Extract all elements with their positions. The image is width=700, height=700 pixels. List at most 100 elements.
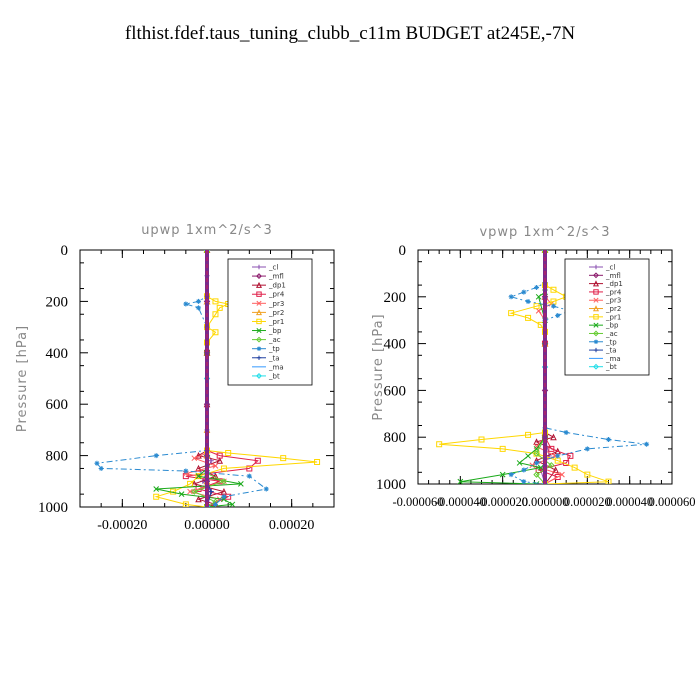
series-line-tp [95,250,268,507]
legend-entry-label: _ma [268,363,284,371]
legend-entry-label: _ac [268,336,281,344]
legend-swatch-marker [256,318,262,325]
series-point-tp [584,446,590,452]
legend-swatch-marker [593,289,599,295]
legend-swatch-marker [593,363,599,370]
series-point-tp [183,468,189,474]
legend-entry-label: _pr2 [605,305,621,313]
series-point-ac [191,488,198,495]
legend-swatch-marker [256,300,262,306]
legend-entry-label: _pr2 [268,309,284,317]
legend-swatch-marker [593,314,599,320]
series-point-bp [533,481,540,484]
series-group [436,250,650,484]
legend-swatch-marker [593,339,599,344]
legend-entry-label: _dp1 [268,282,286,290]
legend-swatch-marker [593,264,599,270]
x-tick-label: 0.000020 [564,495,611,509]
series-point-pr3 [182,470,189,477]
series-point-tp [521,479,527,484]
series-point-pr1 [314,459,321,466]
legend-swatch-marker [592,305,600,312]
series-point-dp1 [220,487,228,495]
series-point-pr4 [216,478,223,485]
series-point-dp1 [212,472,219,480]
series-point-pr3 [559,471,565,478]
series-point-bp [238,481,244,487]
series-point-tp [246,473,252,479]
y-tick-label: 800 [384,430,407,446]
series-point-pr1 [478,436,485,443]
series-point-ta [208,489,214,495]
legend-entry-label: _cl [268,264,278,272]
legend-entry-label: _pr1 [605,313,621,321]
series-point-tp [563,430,569,436]
legend-swatch-marker [593,330,599,337]
legend: _cl_mfl_dp1_pr4_pr3_pr2_pr1_bp_ac_tp_ta_… [227,258,313,386]
series-point-dp1 [195,495,202,503]
legend-entry-label: _ac [605,330,618,338]
series-point-dp1 [216,457,224,464]
panel-title: vpwp 1xm^2/s^3 [479,225,610,240]
series-point-tp [196,298,202,304]
series-point-pr3 [191,455,198,462]
series-point-pr1 [170,488,177,495]
series-group [94,250,321,507]
legend-entry-label: _bt [268,372,280,380]
x-tick-label: -0.00020 [97,518,147,533]
upwp-panel: upwp 1xm^2/s^3 Pressure [hPa] 0 200 400 600 80… [15,223,335,533]
y-tick-label: 200 [46,294,69,310]
series-point-pr1 [550,298,557,305]
series-point-pr1 [525,314,532,321]
series-point-bp [516,460,523,466]
series-point-tp [534,460,540,466]
x-tick-label: 0.00000 [184,518,230,533]
series-point-pr4 [548,445,555,452]
legend-entry-label: _tp [268,345,280,353]
series-point-pr3 [216,496,223,503]
series-point-dp1 [195,464,202,472]
legend-swatch-marker [593,322,599,328]
legend-swatch-marker [256,346,262,351]
x-tick-label: 0.000000 [522,495,569,509]
legend-entry-label: _pr1 [268,318,284,326]
series-point-pr1 [212,298,219,305]
y-tick-label: 200 [384,290,407,306]
series-point-pr1 [499,445,506,452]
series-point-tp [555,313,561,319]
legend-entry-label: _ta [268,354,280,362]
y-tick-label: 800 [46,449,69,465]
series-point-bp [221,496,227,503]
series-point-tp [196,305,202,311]
legend-swatch-marker [255,281,263,288]
series-point-tp [521,289,527,295]
series-point-tp [555,453,561,459]
series-point-pr4 [254,457,261,464]
legend-entry-label: _bp [605,322,619,330]
x-tick-label: 0.00020 [269,518,315,533]
series-point-pr1 [533,303,540,310]
legend-entry-label: _pr4 [268,291,285,299]
series-point-pr1 [280,455,287,462]
x-tick-label: -0.000060 [392,495,443,509]
series-point-bp [178,491,185,498]
x-tick-label: 0.000060 [649,495,696,509]
legend-swatch-marker [256,336,262,343]
y-tick-label: 0 [399,243,407,259]
series-point-pr1 [571,464,578,471]
series-point-pr4 [216,452,223,459]
legend-entry-label: _pr3 [268,300,284,308]
series-point-tp [94,460,100,466]
series-point-bp [229,501,236,507]
series-point-pr1 [212,329,219,336]
y-tick-label: 1000 [376,477,406,493]
legend-box [564,258,650,376]
series-point-bp [195,473,202,480]
series-point-pr1 [182,501,189,507]
series-point-pr3 [187,488,193,495]
series-point-pr1 [605,478,612,484]
series-point-dp1 [550,433,557,441]
series-point-pr1 [436,441,443,448]
y-tick-label: 600 [384,383,407,399]
